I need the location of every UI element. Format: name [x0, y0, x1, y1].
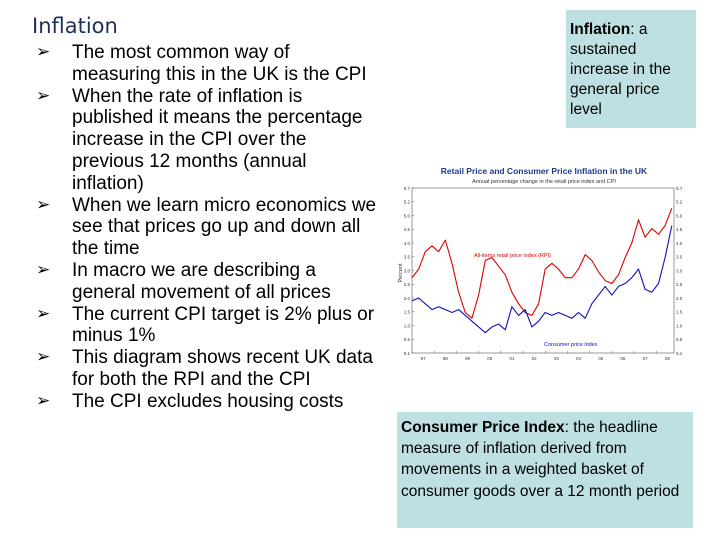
- y-tick-label-left: 4.5: [404, 227, 411, 232]
- x-tick-label: 06: [620, 356, 626, 361]
- arrow-bullet-icon: ➢: [36, 194, 51, 215]
- x-tick-label: 99: [465, 356, 471, 361]
- bullet-text: When we learn micro economics we see tha…: [72, 194, 377, 260]
- bullet-item: ➢ The current CPI target is 2% plus or mi…: [36, 304, 381, 348]
- y-tick-label-left: 0.5: [404, 337, 411, 342]
- x-tick-label: 00: [487, 356, 493, 361]
- x-tick-label: 01: [509, 356, 515, 361]
- y-tick-label-left: 4.0: [404, 241, 411, 246]
- y-tick-label-left: 1.0: [404, 323, 411, 328]
- y-tick-label-left: 2.5: [404, 282, 411, 287]
- rpi-series-label: All-items retail price index (RPI): [474, 253, 551, 259]
- x-tick-label: 03: [554, 356, 560, 361]
- bullet-item: ➢ The most common way of measuring this i…: [36, 42, 381, 86]
- arrow-bullet-icon: ➢: [36, 85, 51, 106]
- bullet-item: ➢ When the rate of inflation is published…: [36, 86, 381, 195]
- bullet-text: When the rate of inflation is published …: [72, 85, 363, 194]
- arrow-bullet-icon: ➢: [36, 390, 51, 411]
- cpi-series-line: [411, 225, 673, 334]
- chart-subtitle: Annual percentage change in the retail p…: [472, 179, 616, 185]
- arrow-bullet-icon: ➢: [36, 347, 51, 368]
- y-tick-label-right: 2.5: [676, 282, 683, 287]
- inflation-definition: : a sustained increase in the general pr…: [570, 21, 671, 118]
- arrow-bullet-icon: ➢: [36, 303, 51, 324]
- y-tick-label-right: 1.5: [676, 310, 683, 315]
- bullet-text: The most common way of measuring this in…: [72, 42, 367, 85]
- plot-area: [411, 187, 675, 354]
- right-axis-ticks: 0.1 0.5 1.0 1.5 2.0 2.5 3.0 3.5 4.0 4.5 5.0 5.2 5.7: [676, 186, 683, 356]
- cpi-definition-box: Consumer Price Index: the headline measu…: [397, 412, 693, 528]
- y-tick-label-right: 3.5: [676, 255, 683, 260]
- y-tick-label-left: 0.1: [404, 351, 411, 356]
- inflation-term: Inflation: [570, 21, 631, 38]
- chart-title: Retail Price and Consumer Price Inflatio…: [441, 166, 648, 176]
- bullet-item: ➢ This diagram shows recent UK data for b…: [36, 347, 381, 391]
- bullet-item: ➢ In macro we are describing a general mo…: [36, 260, 381, 304]
- y-tick-label-right: 1.0: [676, 323, 683, 328]
- y-tick-label-left: 5.7: [404, 186, 411, 191]
- inflation-chart: Retail Price and Consumer Price Inflatio…: [394, 163, 694, 373]
- y-tick-label-left: 3.5: [404, 255, 411, 260]
- bullet-item: ➢ The CPI excludes housing costs: [36, 391, 381, 413]
- y-tick-label-right: 4.5: [676, 227, 683, 232]
- y-tick-label-left: 5.2: [404, 200, 411, 205]
- x-tick-label: 07: [643, 356, 649, 361]
- x-axis-ticks: 97 98 99 00 01 02 03 04 05 06 07 08: [411, 351, 671, 361]
- arrow-bullet-icon: ➢: [36, 259, 51, 280]
- y-tick-label-right: 5.7: [676, 186, 683, 191]
- y-tick-label-right: 0.1: [676, 351, 683, 356]
- y-tick-label-left: 1.5: [404, 310, 411, 315]
- y-tick-label-right: 4.0: [676, 241, 683, 246]
- inflation-definition-box: Inflation: a sustained increase in the g…: [566, 10, 696, 128]
- bullet-text: The CPI excludes housing costs: [72, 390, 344, 412]
- bullet-text: In macro we are describing a general mov…: [72, 259, 331, 303]
- slide-title: Inflation: [32, 14, 118, 38]
- cpi-series-label: Consumer price index: [544, 342, 598, 348]
- x-tick-label: 05: [598, 356, 604, 361]
- x-tick-label: 04: [576, 356, 582, 361]
- y-tick-label-right: 0.5: [676, 337, 683, 342]
- x-tick-label: 08: [665, 356, 671, 361]
- rpi-series-line: [411, 208, 673, 319]
- cpi-term: Consumer Price Index: [401, 419, 565, 436]
- bullet-text: The current CPI target is 2% plus or min…: [72, 303, 375, 347]
- x-tick-label: 98: [443, 356, 449, 361]
- y-tick-label-right: 2.0: [676, 296, 683, 301]
- bullet-item: ➢ When we learn micro economics we see th…: [36, 195, 381, 260]
- arrow-bullet-icon: ➢: [36, 42, 51, 62]
- y-tick-label-right: 3.0: [676, 268, 683, 273]
- y-tick-label-right: 5.0: [676, 213, 683, 218]
- bullet-list: ➢ The most common way of measuring this i…: [36, 42, 381, 413]
- series-lines: [411, 208, 673, 334]
- y-tick-label-left: 2.0: [404, 296, 411, 301]
- cpi-definition: : the headline measure of inflation deri…: [401, 419, 680, 500]
- x-tick-label: 02: [532, 356, 538, 361]
- inflation-chart-svg: Retail Price and Consumer Price Inflatio…: [398, 166, 683, 361]
- y-axis-label: Percent: [398, 263, 404, 282]
- x-tick-label: 97: [421, 356, 427, 361]
- left-axis-ticks: 0.1 0.5 1.0 1.5 2.0 2.5 3.0 3.5 4.0 4.5 5.0 5.2 5.7: [404, 186, 414, 356]
- y-tick-label-left: 3.0: [404, 268, 411, 273]
- bullet-text: This diagram shows recent UK data for bo…: [72, 347, 373, 390]
- y-tick-label-left: 5.0: [404, 213, 411, 218]
- y-tick-label-right: 5.2: [676, 200, 683, 205]
